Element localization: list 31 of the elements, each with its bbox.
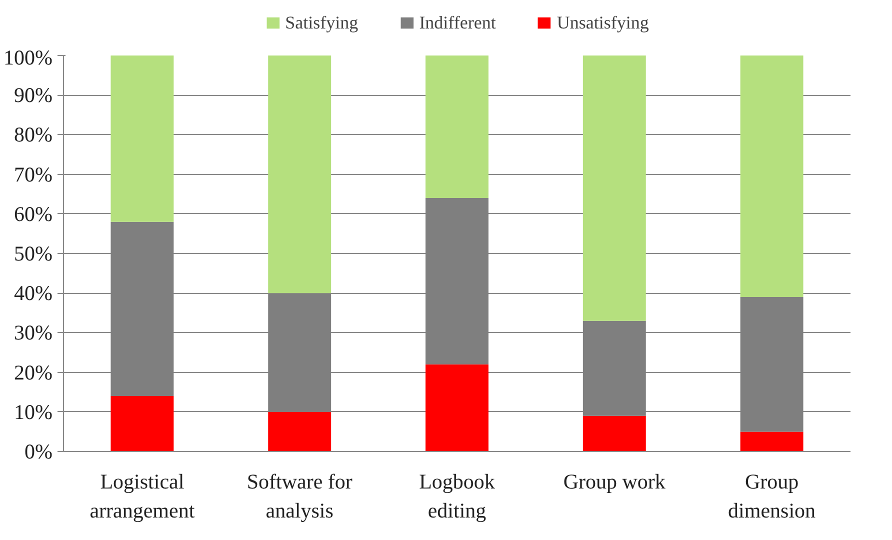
y-tick-label: 60% [14,202,53,226]
bar [110,396,174,452]
bar [426,56,488,198]
bar [268,56,332,294]
y-tick-label: 10% [14,400,53,424]
bar [426,198,488,364]
y-tick-label: 70% [14,162,53,186]
legend-label: Indifferent [419,12,496,33]
bar [426,364,488,452]
bar [110,222,174,396]
y-tick-label: 0% [24,440,53,464]
legend-label: Unsatisfying [556,12,649,33]
x-tick-label: Software for analysis [246,470,352,522]
bar [740,56,804,298]
y-tick-label: 20% [14,360,53,384]
x-tick-label: Logbook editing [419,470,496,522]
y-tick-label: 30% [14,320,53,345]
x-tick-label: Group work [563,470,666,494]
legend-label: Satisfying [285,12,358,33]
y-tick-label: 80% [14,122,53,147]
bar [582,416,646,452]
y-tick-label: 100% [4,46,53,70]
bar [110,56,174,222]
x-tick-label: Group dimension [728,470,816,522]
bar [582,56,646,321]
y-tick-label: 90% [14,83,53,108]
bar [268,412,332,452]
bar [740,432,804,452]
y-tick-label: 50% [14,242,53,266]
y-tick-label: 40% [14,281,53,306]
x-tick-label: Logistical arrangement [90,470,195,522]
